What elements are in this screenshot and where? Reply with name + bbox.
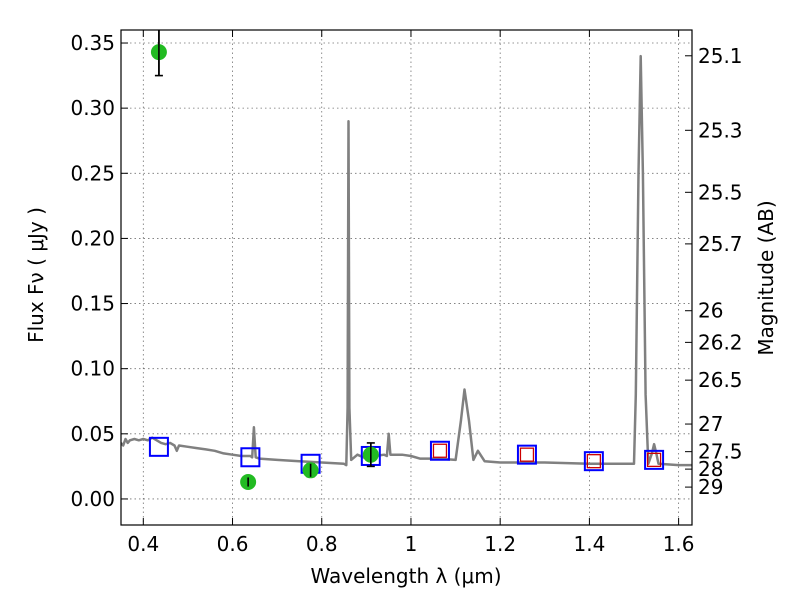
plot-frame [120,29,693,526]
model-photometry-point [586,454,602,469]
y-tick-label: 0.35 [70,31,115,55]
y-tick-label: 0.00 [70,487,115,511]
y-axis-label: Flux Fν ( μJy ) [24,207,48,343]
x-tick-label: 0.6 [217,532,249,556]
y2-tick-label: 25.7 [698,232,743,256]
filter-band-marker [148,436,169,457]
y2-tick-label: 26.5 [698,368,743,392]
y2-tick-label: 27 [698,412,723,436]
y-tick-label: 0.15 [70,292,115,316]
y2-axis-label: Magnitude (AB) [754,200,778,355]
y-tick-label: 0.30 [70,96,115,120]
y-tick-label: 0.20 [70,226,115,250]
filter-band-marker [516,444,537,465]
spectrum-line [121,54,692,467]
y2-tick-label: 27.5 [698,440,743,464]
x-tick-label: 1.6 [663,532,695,556]
model-photometry-point [519,447,535,462]
model-photometry-point [432,443,448,458]
y2-tick-label: 25.3 [698,118,743,142]
x-axis-label: Wavelength λ (μm) [310,564,501,588]
x-tick-label: 1.4 [573,532,605,556]
filter-band-marker [644,449,665,470]
x-tick-label: 1 [405,532,418,556]
x-tick-label: 0.8 [306,532,338,556]
y2-tick-label: 29 [698,475,723,499]
x-tick-label: 1.2 [484,532,516,556]
filter-band-marker [583,451,604,472]
y2-tick-label: 25.1 [698,44,743,68]
y-tick-label: 0.05 [70,422,115,446]
filter-band-marker [240,447,261,468]
y-tick-label: 0.10 [70,357,115,381]
ticks: 0.4 0.6 0.8 1 1.2 1.4 1.6 0.00 0.05 0.10 0.15 0.20 0… [70,30,743,556]
grid [121,30,692,525]
y2-tick-label: 26 [698,299,723,323]
y2-tick-label: 25.5 [698,180,743,204]
filter-band-marker [429,440,450,461]
plot-area [121,30,692,491]
model-photometry-point [646,452,662,468]
y2-tick-label: 28 [698,457,723,481]
y2-tick-label: 26.2 [698,330,743,354]
y-tick-label: 0.25 [70,161,115,185]
x-tick-label: 0.4 [127,532,159,556]
